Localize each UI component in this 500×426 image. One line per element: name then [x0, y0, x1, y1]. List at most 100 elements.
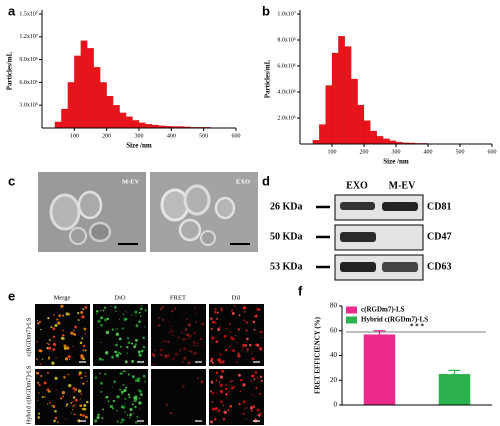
fluorescence-spot: [227, 391, 230, 393]
fluorescence-spot: [79, 388, 81, 391]
fluorescence-spot: [232, 349, 235, 353]
fluorescence-spot: [215, 371, 219, 374]
fluorescence-spot: [181, 314, 183, 317]
fluorescence-spot: [140, 355, 143, 357]
column-label: Merge: [54, 294, 71, 301]
fluorescence-spot: [221, 360, 225, 364]
fluorescence-spot: [74, 325, 78, 329]
fluorescence-spot: [228, 323, 231, 326]
fluorescence-spot: [152, 354, 156, 358]
fluorescence-spot: [249, 406, 254, 410]
fluorescence-spot: [52, 335, 56, 339]
fluorescence-spot: [228, 345, 231, 348]
fluorescence-spot: [120, 345, 123, 348]
y-tick-label: 3.0x10⁶: [19, 103, 38, 109]
fluorescence-spot: [36, 358, 38, 361]
fluorescence-spot: [199, 337, 203, 341]
fluorescence-spot: [72, 387, 76, 391]
fluorescence-spot: [242, 412, 245, 416]
fluorescence-spot: [122, 405, 126, 409]
fluorescence-spot: [173, 307, 177, 310]
fluorescence-spot: [116, 328, 118, 330]
histogram-bar: [113, 105, 120, 129]
fluorescence-spot: [242, 343, 246, 347]
fluorescence-spot: [196, 377, 199, 380]
fluorescence-spot: [131, 359, 135, 363]
fluorescence-spot: [246, 337, 249, 341]
fluorescence-spot: [181, 384, 185, 388]
fluorescence-spot: [118, 318, 121, 320]
fluorescence-spot: [66, 403, 69, 406]
fluorescence-spot: [96, 313, 98, 315]
fluorescence-spot: [255, 386, 258, 389]
fluorescence-spot: [46, 347, 49, 349]
fluorescence-spot: [82, 344, 86, 348]
fluorescence-spot: [196, 352, 198, 354]
column-label: DiI: [232, 294, 241, 301]
fluorescence-spot: [187, 344, 189, 347]
fluorescence-spot: [240, 378, 243, 382]
fluorescence-spot: [80, 376, 83, 379]
fluorescence-spot: [116, 420, 119, 423]
fluorescence-spot: [234, 334, 236, 336]
fluorescence-spot: [250, 380, 252, 383]
fluorescence-spot: [100, 381, 103, 385]
fluorescence-spot: [238, 314, 241, 317]
fluorescence-spot: [48, 356, 50, 358]
histogram-bar: [376, 136, 384, 145]
fluorescence-spot: [132, 413, 135, 415]
fluorescence-spot: [223, 334, 227, 338]
fluorescence-spot: [78, 373, 81, 376]
fluorescence-spot: [49, 401, 51, 404]
fluorescence-spot: [138, 320, 141, 324]
fluorescence-spot: [241, 347, 244, 349]
fluorescence-spot: [81, 408, 83, 410]
fluorescence-spot: [245, 329, 248, 332]
fluorescence-spot: [244, 408, 246, 410]
histogram-bar: [370, 130, 377, 145]
fluorescence-spot: [46, 342, 48, 345]
fluorescence-spot: [122, 383, 125, 386]
fluorescence-spot: [121, 418, 125, 422]
fluorescence-spot: [251, 357, 255, 361]
fluorescence-spot: [245, 418, 247, 420]
fluorescence-spot: [55, 357, 57, 359]
fluorescence-spot: [217, 328, 221, 331]
x-tick-label: 300: [392, 149, 401, 155]
fluorescence-spot: [210, 328, 213, 331]
x-tick-label: 600: [232, 133, 241, 139]
lane-label: EXO: [346, 180, 368, 191]
fluorescence-spot: [116, 409, 119, 412]
histogram-bar: [125, 116, 133, 129]
fluorescence-spot: [131, 403, 134, 406]
fluorescence-spot: [190, 350, 193, 353]
fluorescence-spot: [217, 409, 221, 412]
fluorescence-spot: [230, 380, 232, 383]
fluorescence-spot: [162, 319, 165, 322]
fluorescence-spot: [82, 357, 86, 361]
fluorescence-spot: [186, 338, 189, 340]
fluorescence-spot: [138, 397, 140, 400]
fluorescence-spot: [124, 311, 127, 313]
fluorescence-spot: [71, 357, 73, 359]
fluorescence-spot: [214, 308, 217, 311]
fluorescence-spot: [81, 315, 85, 319]
fluorescence-spot: [47, 357, 50, 360]
histogram-bar: [100, 82, 107, 129]
fluorescence-spot: [139, 408, 141, 410]
fluorescence-spot: [259, 375, 263, 379]
x-tick-label: 300: [135, 133, 144, 139]
fluorescence-spot: [40, 363, 42, 365]
fluorescence-spot: [181, 361, 184, 363]
fluorescence-spot: [189, 336, 191, 339]
y-tick-label: 6.0x10⁶: [19, 80, 38, 86]
fluorescence-spot: [195, 407, 198, 409]
fluorescence-spot: [114, 329, 116, 331]
fluorescence-spot: [124, 370, 126, 373]
fluorescence-spot: [159, 308, 162, 311]
fluorescence-spot: [211, 407, 216, 411]
histogram-bar: [132, 120, 140, 129]
fluorescence-spot: [56, 318, 59, 321]
fluorescence-spot: [168, 322, 170, 324]
fluorescence-spot: [135, 338, 138, 342]
